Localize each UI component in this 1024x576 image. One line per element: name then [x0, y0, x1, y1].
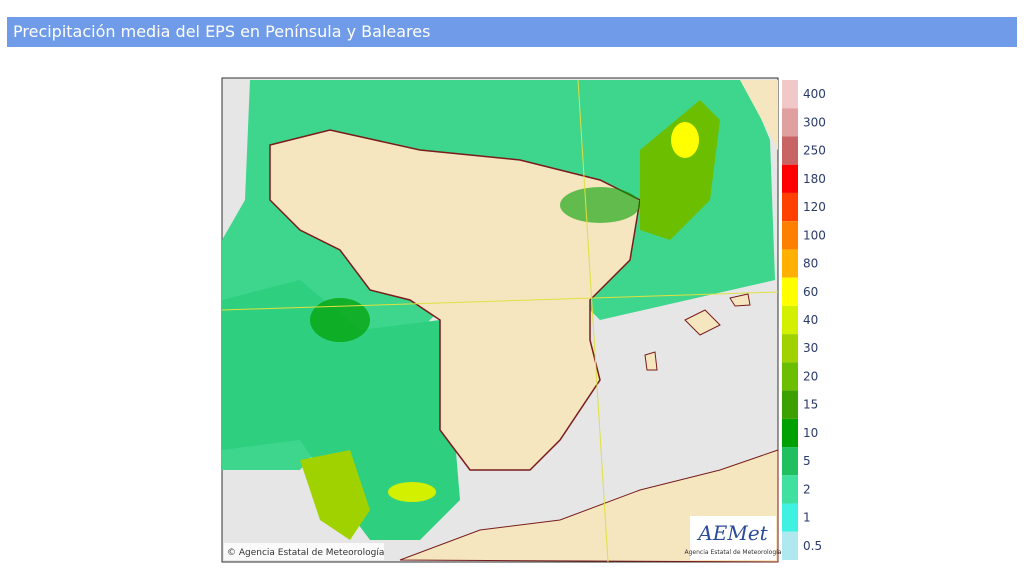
legend-swatch	[782, 447, 798, 476]
legend-swatch	[782, 475, 798, 504]
rain-area	[671, 122, 699, 158]
legend-swatch	[782, 164, 798, 193]
legend-label: 400	[803, 87, 826, 101]
legend-label: 10	[803, 426, 818, 440]
legend-label: 180	[803, 172, 826, 186]
credit-box	[224, 543, 384, 560]
rain-area	[560, 187, 640, 223]
graticule	[577, 79, 609, 563]
legend-label: 250	[803, 144, 826, 158]
legend-label: 40	[803, 313, 818, 327]
legend-swatch	[782, 531, 798, 560]
legend-label: 20	[803, 369, 818, 383]
legend-swatch	[782, 136, 798, 165]
rain-area	[310, 298, 370, 342]
legend: 400 300 250 180 120 100 80 60 40 30 20 15 10 5 2 1 0.5	[782, 80, 826, 560]
rain-area	[388, 482, 436, 502]
legend-label: 2	[803, 482, 811, 496]
legend-label: 30	[803, 341, 818, 355]
legend-swatch	[782, 503, 798, 532]
legend-swatch	[782, 192, 798, 222]
logo: AEMet	[696, 521, 768, 545]
land	[740, 80, 778, 150]
legend-label: 15	[803, 398, 818, 412]
logo-caption: Agencia Estatal de Meteorología	[685, 549, 782, 556]
legend-swatch	[782, 249, 798, 278]
rain-area	[300, 450, 370, 540]
legend-swatch	[782, 334, 798, 363]
legend-swatch	[782, 390, 798, 419]
legend-swatch	[782, 362, 798, 391]
legend-label: 1	[803, 511, 811, 525]
graticule	[221, 291, 779, 311]
legend-label: 120	[803, 200, 826, 214]
legend-label: 100	[803, 228, 826, 242]
land	[269, 129, 641, 471]
legend-label: 60	[803, 285, 818, 299]
legend-label: 300	[803, 115, 826, 129]
legend-swatch	[782, 418, 798, 448]
logo-box	[690, 516, 776, 560]
map: © Agencia Estatal de Meteorología AEMet …	[221, 77, 782, 563]
title-bar: Precipitación media del EPS en Península…	[7, 17, 1017, 47]
legend-swatch	[782, 221, 798, 250]
rain-area	[640, 100, 720, 240]
legend-label: 0.5	[803, 539, 822, 553]
legend-swatch	[782, 305, 798, 335]
legend-label: 5	[803, 454, 811, 468]
land	[399, 449, 779, 563]
legend-swatch	[782, 80, 798, 109]
legend-swatch	[782, 277, 798, 306]
legend-swatch	[782, 108, 798, 137]
islands	[644, 293, 751, 371]
rain-area	[222, 280, 460, 540]
title: Precipitación media del EPS en Península…	[13, 22, 431, 41]
credit: © Agencia Estatal de Meteorología	[227, 548, 384, 558]
legend-label: 80	[803, 257, 818, 271]
